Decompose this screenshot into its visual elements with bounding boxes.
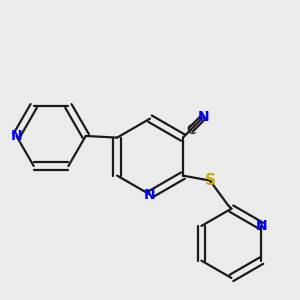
Text: N: N — [256, 219, 267, 233]
Text: C: C — [186, 123, 196, 136]
Text: N: N — [144, 188, 156, 202]
Text: N: N — [198, 110, 210, 124]
Text: S: S — [205, 173, 215, 188]
Text: N: N — [11, 129, 22, 143]
